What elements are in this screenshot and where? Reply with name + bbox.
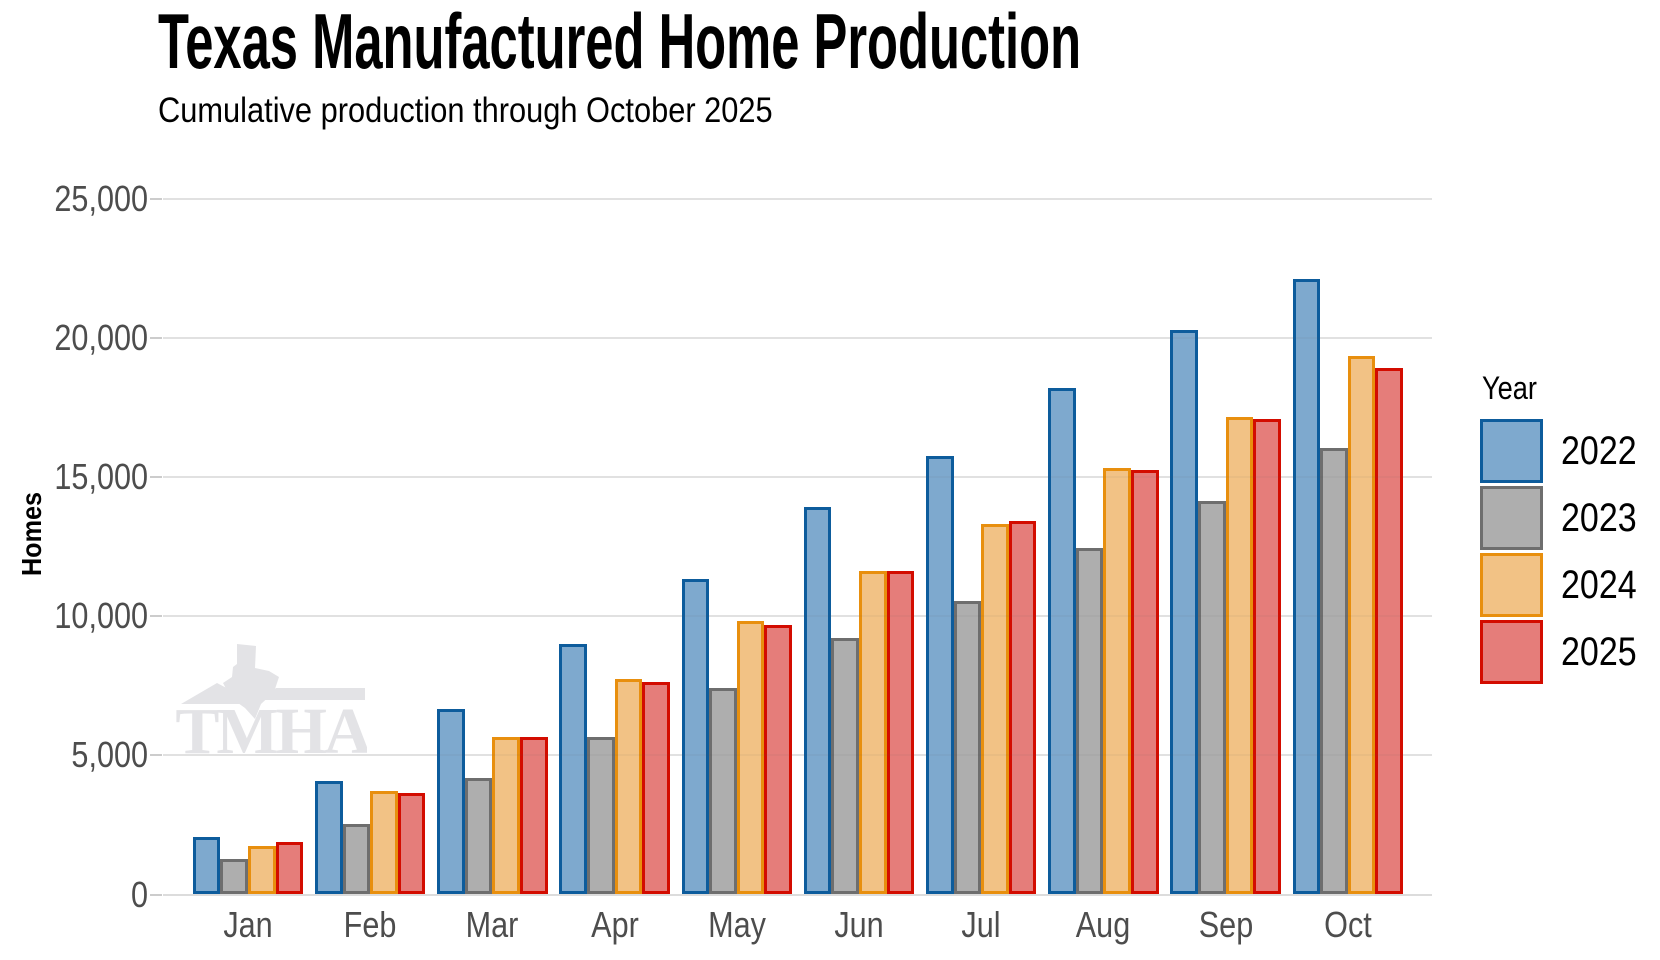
y-tick-mark-20000 [150, 336, 162, 339]
bar-2023-mar [464, 777, 493, 895]
x-tick-label-aug: Aug [1076, 904, 1131, 945]
bar-2024-jul [981, 523, 1009, 895]
gridline-overlay-25000 [163, 197, 1432, 200]
x-axis-line [163, 893, 1432, 896]
bar-2022-aug [1048, 388, 1076, 895]
x-tick-label-apr: Apr [590, 904, 639, 945]
legend-title: Year [1482, 370, 1537, 406]
bar-2025-jan [275, 841, 304, 895]
legend-label-2025: 2025 [1561, 629, 1637, 674]
bar-2022-oct [1292, 279, 1321, 895]
bar-2022-jul [926, 456, 954, 895]
gridline-5000 [163, 754, 1432, 757]
bar-2022-jun [803, 507, 832, 895]
bar-2022-mar [437, 708, 465, 895]
x-tick-label-jul: Jul [961, 904, 1001, 945]
bar-2024-aug [1103, 468, 1131, 895]
bar-2022-apr [559, 643, 587, 895]
x-tick-label-may: May [707, 904, 766, 945]
y-tick-mark-15000 [150, 475, 162, 478]
legend-swatch-2024 [1480, 553, 1543, 617]
bar-2025-jul [1008, 520, 1037, 895]
gridline-10000 [163, 615, 1432, 618]
bar-2022-may [681, 578, 710, 895]
bar-2025-aug [1131, 470, 1159, 895]
bar-2023-oct [1320, 448, 1348, 895]
x-tick-label-oct: Oct [1323, 904, 1372, 945]
gridline-15000 [163, 475, 1432, 478]
bar-2025-oct [1375, 368, 1403, 895]
legend-swatch-2023 [1480, 486, 1543, 550]
y-tick-label-0: 0 [130, 873, 148, 915]
gridline-overlay-20000 [163, 336, 1432, 339]
y-axis-title: Homes [16, 491, 47, 577]
y-tick-label-5000: 5,000 [71, 734, 148, 776]
y-tick-label-25000: 25,000 [54, 177, 149, 219]
bar-2023-jul [953, 601, 982, 895]
legend-item-2024: 2024 [1480, 553, 1650, 617]
legend-label-2023: 2023 [1561, 495, 1637, 540]
chart-subtitle: Cumulative production through October 20… [158, 91, 773, 130]
bar-2024-jan [248, 845, 276, 895]
bar-2023-may [709, 688, 737, 895]
gridline-25000 [163, 197, 1432, 200]
x-tick-label-sep: Sep [1198, 904, 1253, 945]
bar-2024-mar [492, 736, 520, 895]
legend-item-2025: 2025 [1480, 620, 1650, 684]
bar-2022-sep [1170, 329, 1198, 895]
x-tick-label-mar: Mar [466, 904, 519, 945]
bar-2022-jan [192, 837, 221, 895]
bar-2025-apr [642, 681, 670, 895]
watermark-right-roof [262, 688, 365, 700]
gridline-overlay-5000 [163, 754, 1432, 757]
legend-swatch-2025 [1480, 620, 1543, 684]
watermark-text: TMHA [175, 695, 367, 758]
tmha-watermark: TMHA [175, 644, 367, 758]
y-tick-label-10000: 10,000 [54, 595, 149, 637]
x-tick-label-feb: Feb [343, 904, 397, 945]
y-tick-mark-0 [150, 893, 162, 896]
gridline-overlay-10000 [163, 615, 1432, 618]
bar-2023-aug [1075, 548, 1104, 895]
bar-2025-may [764, 625, 792, 895]
bar-2023-sep [1198, 500, 1226, 895]
bar-2025-jun [886, 570, 915, 895]
legend-label-2024: 2024 [1561, 562, 1637, 607]
bar-2024-oct [1347, 355, 1376, 895]
y-tick-label-15000: 15,000 [54, 455, 149, 497]
bar-2023-feb [342, 823, 371, 895]
legend-label-2022: 2022 [1561, 428, 1637, 473]
bar-2023-jan [220, 859, 248, 895]
chart-title: Texas Manufactured Home Production [158, 0, 1082, 85]
x-tick-label-jan: Jan [223, 904, 273, 945]
y-tick-mark-25000 [150, 197, 162, 200]
y-tick-label-20000: 20,000 [54, 316, 149, 358]
bar-2025-feb [397, 792, 426, 895]
legend-item-2022: 2022 [1480, 419, 1650, 483]
y-tick-mark-5000 [150, 754, 162, 757]
gridline-20000 [163, 336, 1432, 339]
y-tick-mark-10000 [150, 615, 162, 618]
x-tick-label-jun: Jun [834, 904, 884, 945]
bar-2024-apr [614, 679, 643, 895]
bar-2025-mar [520, 736, 548, 895]
bar-2023-jun [831, 637, 859, 895]
legend-swatch-2022 [1480, 419, 1543, 483]
bar-2024-jun [859, 571, 887, 895]
bar-2023-apr [587, 737, 615, 895]
bar-2024-sep [1225, 416, 1254, 895]
bar-2024-feb [370, 790, 398, 895]
gridline-overlay-15000 [163, 475, 1432, 478]
bar-2024-may [736, 620, 765, 895]
bar-2025-sep [1253, 419, 1281, 895]
legend-item-2023: 2023 [1480, 486, 1650, 550]
legend-items: 2022 2023 2024 2025 [1480, 419, 1650, 684]
watermark-texas-shape [223, 644, 279, 719]
bar-2022-feb [315, 780, 343, 895]
